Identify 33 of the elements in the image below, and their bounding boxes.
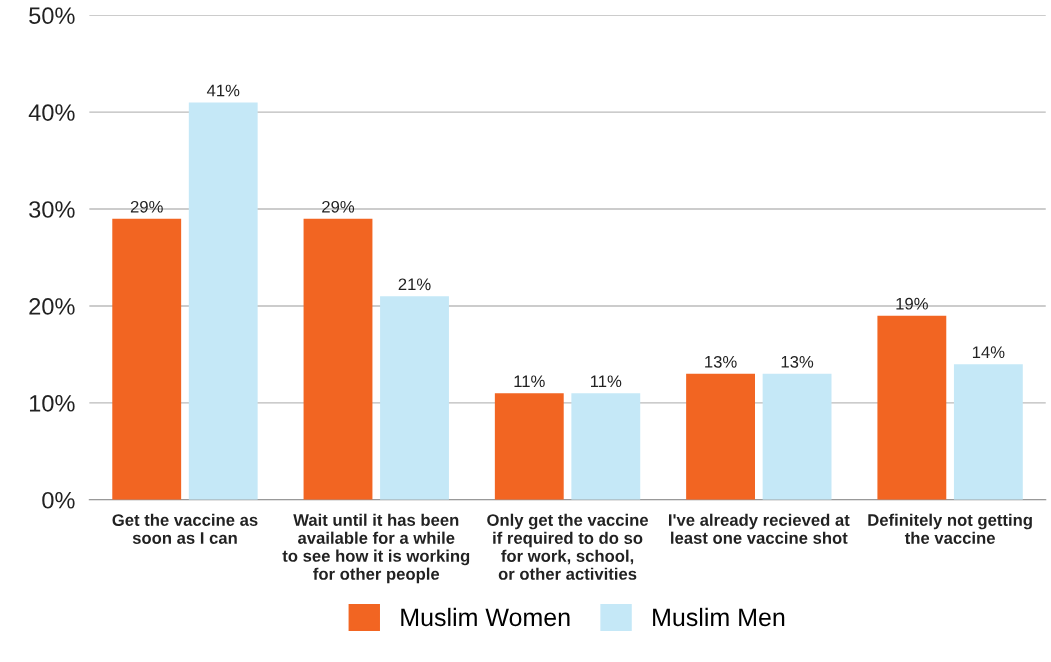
x-tick-label: Only get the vaccine if required to do so for work, school, or other activities <box>487 513 649 580</box>
data-label: 14% <box>972 346 1005 358</box>
bar <box>303 218 373 500</box>
y-tick-label: 50% <box>29 7 75 25</box>
data-label: 29% <box>130 200 163 213</box>
bar <box>494 393 564 500</box>
data-label: 11% <box>514 375 545 388</box>
bar <box>686 373 755 500</box>
data-label: 29% <box>322 200 355 213</box>
legend-label: Muslim Men <box>653 607 785 627</box>
bar <box>953 364 1023 500</box>
bar <box>571 393 641 500</box>
data-label: 21% <box>398 278 431 291</box>
bar <box>380 296 449 500</box>
y-tick-label: 0% <box>42 491 75 509</box>
x-tick-label: Wait until it has been available for a while to see how it is working for other people <box>282 513 470 584</box>
data-label: 41% <box>206 84 240 97</box>
data-label: 13% <box>705 355 737 368</box>
data-label: 19% <box>896 297 928 310</box>
data-label: 11% <box>591 375 622 388</box>
data-label: 13% <box>781 355 814 368</box>
x-tick-label: Definitely not getting the vaccine <box>868 513 1032 544</box>
x-tick-label: I've already recieved at least one vaccine shot <box>669 513 850 544</box>
y-tick-label: 20% <box>29 298 75 315</box>
legend-label: Muslim Women <box>401 607 570 627</box>
y-tick-label: 10% <box>29 394 75 412</box>
bar <box>188 102 258 500</box>
y-tick-label: 30% <box>29 201 75 218</box>
bar <box>762 373 832 500</box>
y-tick-label: 40% <box>28 104 75 121</box>
bar <box>877 315 947 500</box>
x-tick-label: Get the vaccine as soon as I can <box>112 513 258 544</box>
bar <box>112 218 182 500</box>
